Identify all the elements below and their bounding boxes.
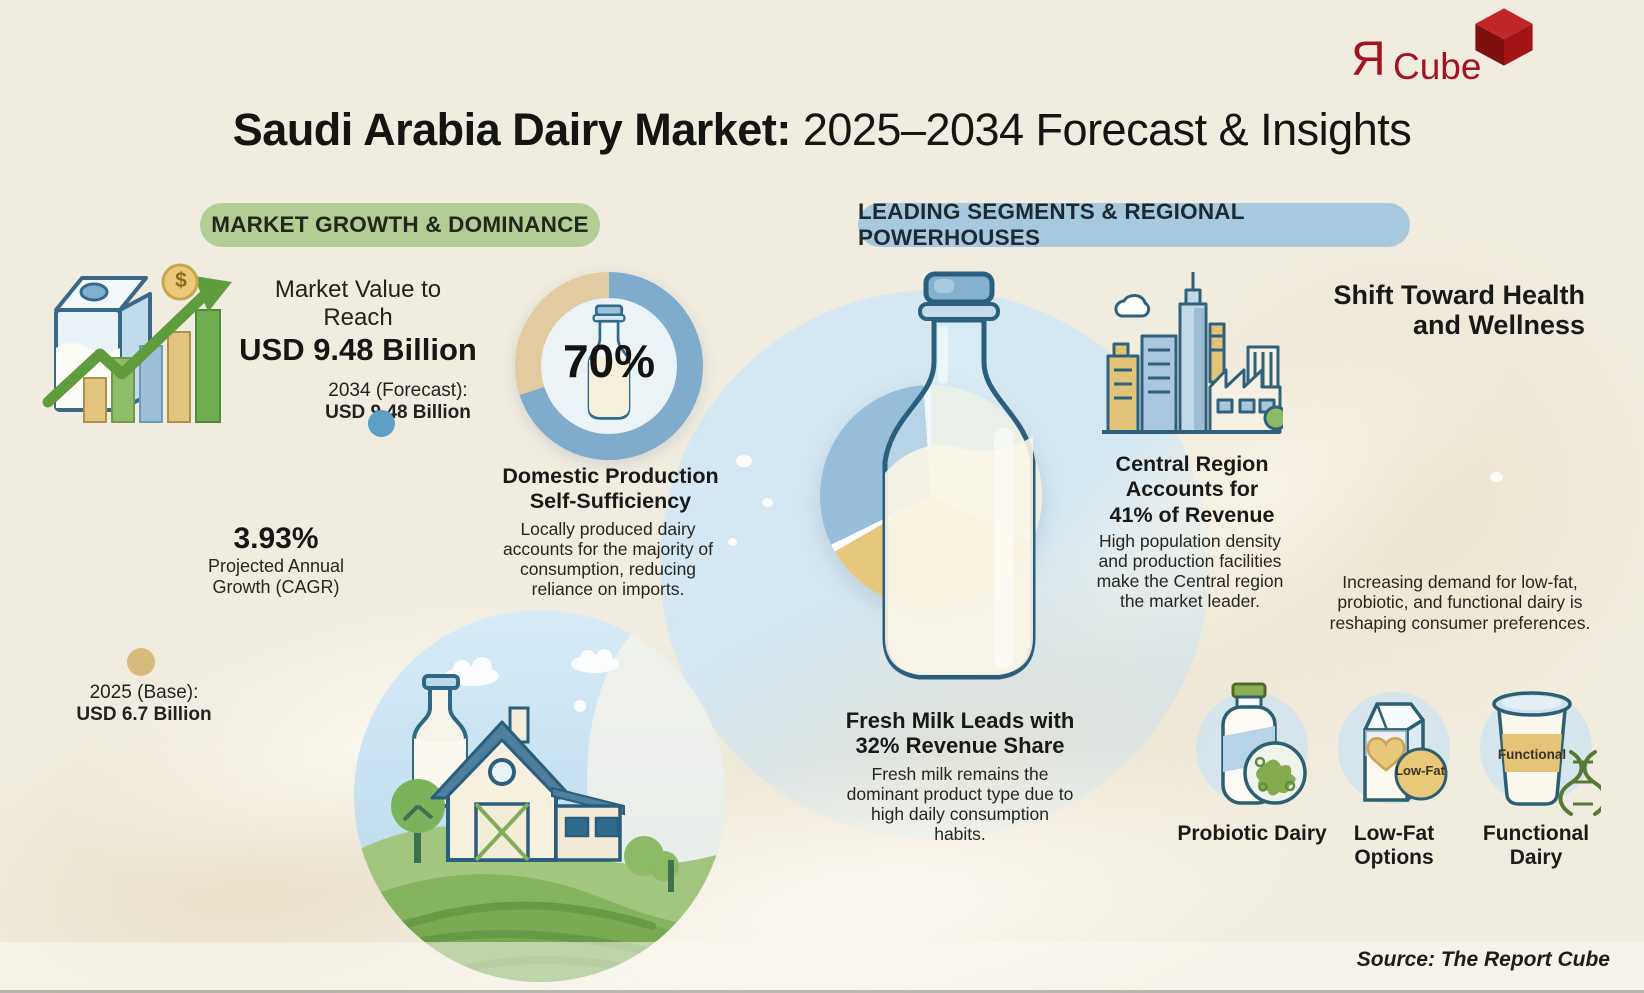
forecast-label: 2034 (Forecast): xyxy=(328,380,468,401)
section-badge-market-growth: MARKET GROWTH & DOMINANCE xyxy=(200,203,600,247)
page-title-rest: 2025–2034 Forecast & Insights xyxy=(790,104,1412,155)
city-skyline-icon xyxy=(1098,262,1289,442)
cube-logo-icon xyxy=(1471,6,1537,73)
domestic-production-desc: Locally produced dairy accounts for the … xyxy=(502,519,714,599)
base-dot xyxy=(127,648,155,676)
bottom-edge-line xyxy=(0,990,1644,993)
lowfat-carton-icon: Low-Fat xyxy=(1329,668,1459,818)
forecast-dot xyxy=(368,410,395,437)
functional-badge-label: Functional xyxy=(1497,747,1567,762)
base-value: USD 6.7 Billion xyxy=(76,704,212,726)
donut-chart: 70% xyxy=(515,272,703,460)
forecast-point: 2034 (Forecast): USD 9.48 Billion xyxy=(318,380,478,425)
milk-bottle-pie-illustration xyxy=(876,268,1042,698)
cagr-label: Projected Annual Growth (CAGR) xyxy=(207,556,345,597)
milk-droplet xyxy=(1490,472,1503,482)
dollar-icon: $ xyxy=(175,269,187,292)
page-title-bold: Saudi Arabia Dairy Market: xyxy=(232,104,792,155)
donut-percentage: 70% xyxy=(562,335,656,387)
product-functional: Functional Functional Dairy xyxy=(1461,668,1611,870)
product-label: Low-Fat Options xyxy=(1353,822,1435,869)
logo-name: Cube xyxy=(1393,46,1482,87)
section-badge-leading-segments: LEADING SEGMENTS & REGIONAL POWERHOUSES xyxy=(858,199,1410,250)
product-label: Functional Dairy xyxy=(1482,822,1590,869)
cagr-value: 3.93% xyxy=(233,522,319,555)
product-label: Probiotic Dairy xyxy=(1177,822,1327,845)
market-value-block: Market Value to Reach USD 9.48 Billion xyxy=(238,276,478,368)
logo-mark: Я xyxy=(1351,33,1386,86)
base-point: 2025 (Base): USD 6.7 Billion xyxy=(64,682,224,727)
central-region-title: Central Region Accounts for 41% of Reven… xyxy=(1109,452,1275,527)
base-label: 2025 (Base): xyxy=(89,682,199,703)
bottom-band xyxy=(0,942,1644,990)
logo: Я Cube xyxy=(1345,6,1541,92)
market-value-label: Market Value to Reach xyxy=(274,276,442,331)
lowfat-badge-label: Low-Fat xyxy=(1395,763,1445,778)
product-probiotic: Probiotic Dairy xyxy=(1177,668,1327,846)
forecast-value: USD 9.48 Billion xyxy=(325,402,471,424)
fresh-milk-title: Fresh Milk Leads with 32% Revenue Share xyxy=(845,708,1075,759)
milk-bottle-icon xyxy=(577,304,641,427)
milk-droplet xyxy=(728,538,737,546)
product-lowfat: Low-Fat Low-Fat Options xyxy=(1319,668,1469,870)
fresh-milk-desc: Fresh milk remains the dominant product … xyxy=(846,764,1074,845)
market-value-amount: USD 9.48 Billion xyxy=(239,332,477,367)
milk-droplet xyxy=(762,498,773,507)
cagr-block: 3.93% Projected Annual Growth (CAGR) xyxy=(196,522,356,597)
probiotic-bottle-icon xyxy=(1187,668,1317,818)
wellness-title: Shift Toward Health and Wellness xyxy=(1333,280,1585,341)
page-title: Saudi Arabia Dairy Market: 2025–2034 For… xyxy=(0,104,1644,156)
domestic-production-title: Domestic Production Self-Sufficiency xyxy=(502,464,719,513)
functional-tub-icon: Functional xyxy=(1471,668,1608,818)
source-credit: Source: The Report Cube xyxy=(1356,948,1610,971)
farm-scene-illustration xyxy=(352,608,728,989)
growth-chart-illustration xyxy=(42,250,272,440)
central-region-desc: High population density and production f… xyxy=(1096,531,1284,611)
wellness-desc: Increasing demand for low-fat, probiotic… xyxy=(1329,572,1591,633)
